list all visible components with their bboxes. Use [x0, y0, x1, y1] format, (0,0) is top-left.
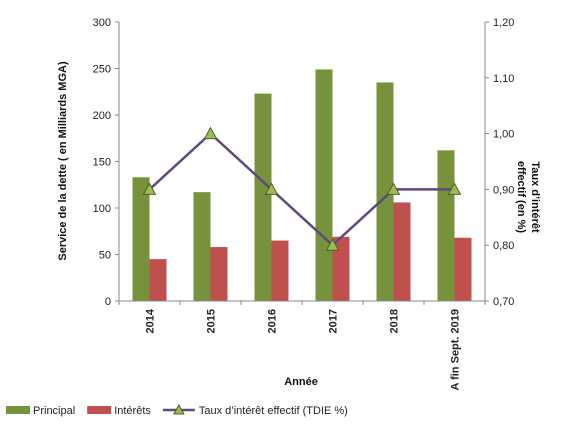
bar-interets — [454, 237, 472, 301]
x-axis-title: Année — [284, 376, 318, 388]
y-tick-label-left: 50 — [99, 250, 111, 262]
y-ticks-left: 0 50 100 150 200 250 300 — [93, 17, 119, 308]
x-tick-label: 2018 — [389, 309, 401, 333]
legend-label: Principal — [33, 405, 75, 417]
y-tick-label-right: 1,10 — [493, 73, 514, 85]
bar-interets — [393, 202, 411, 301]
x-tick-label: 2016 — [267, 309, 279, 333]
x-tick-label: 2015 — [206, 309, 218, 333]
legend: Principal Intérêts Taux d’intérêt effectif… — [6, 403, 348, 417]
y-tick-label-right: 0,70 — [493, 296, 514, 308]
x-ticks: 2014 2015 2016 2017 2018 A fin Sept. 2019 — [118, 301, 486, 391]
legend-label: Intérêts — [114, 405, 151, 417]
legend-item: Principal — [6, 405, 75, 417]
y-tick-label-left: 0 — [105, 296, 111, 308]
rate-point — [203, 126, 218, 140]
bar-principal — [193, 192, 211, 301]
legend-item: Intérêts — [87, 405, 151, 417]
bar-principal — [315, 69, 333, 302]
bar-principal — [254, 93, 272, 301]
x-tick-label: 2014 — [145, 308, 157, 333]
legend-item: Taux d’intérêt effectif (TDIE %) — [162, 403, 348, 417]
rate-point — [386, 182, 401, 195]
bar-interets — [332, 236, 350, 301]
rate-line — [148, 131, 455, 247]
rate-point — [142, 182, 157, 195]
legend-label: Taux d’intérêt effectif (TDIE %) — [199, 405, 348, 417]
y-tick-label-right: 1,00 — [493, 129, 514, 141]
bar-group — [132, 69, 472, 302]
rate-point — [325, 238, 340, 251]
legend-swatch — [6, 406, 30, 414]
bar-principal — [376, 82, 394, 301]
rate-point — [264, 182, 279, 195]
x-tick-label: A fin Sept. 2019 — [450, 309, 462, 391]
y-tick-label-left: 200 — [93, 110, 111, 122]
y-tick-label-left: 250 — [93, 64, 111, 76]
bar-interets — [149, 259, 167, 301]
x-tick-label: 2017 — [328, 309, 340, 333]
y-tick-label-right: 1,20 — [493, 17, 514, 29]
rate-line-group — [142, 126, 462, 251]
y-tick-label-left: 150 — [93, 157, 111, 169]
legend-swatch — [87, 406, 112, 414]
y-tick-label-right: 0,80 — [493, 240, 514, 252]
y-axis-title-left: Service de la dette ( en Milliards MGA) — [57, 61, 69, 261]
plot-frame — [118, 22, 486, 302]
legend-marker — [173, 403, 185, 415]
bar-principal — [437, 150, 455, 301]
y-tick-label-right: 0,90 — [493, 184, 514, 196]
y-axis-title-right-text: Taux d’intérêteffectif (en %) — [515, 161, 541, 233]
rate-point — [447, 182, 462, 195]
y-axis-title-right: Taux d’intérêteffectif (en %) — [515, 161, 541, 233]
y-tick-label-left: 100 — [93, 203, 111, 215]
bar-interets — [271, 240, 289, 301]
bar-principal — [132, 177, 150, 301]
bar-interets — [210, 247, 228, 301]
y-ticks-right: 0,70 0,80 0,90 1,00 1,10 1,20 — [485, 17, 514, 308]
y-tick-label-left: 300 — [93, 17, 111, 29]
